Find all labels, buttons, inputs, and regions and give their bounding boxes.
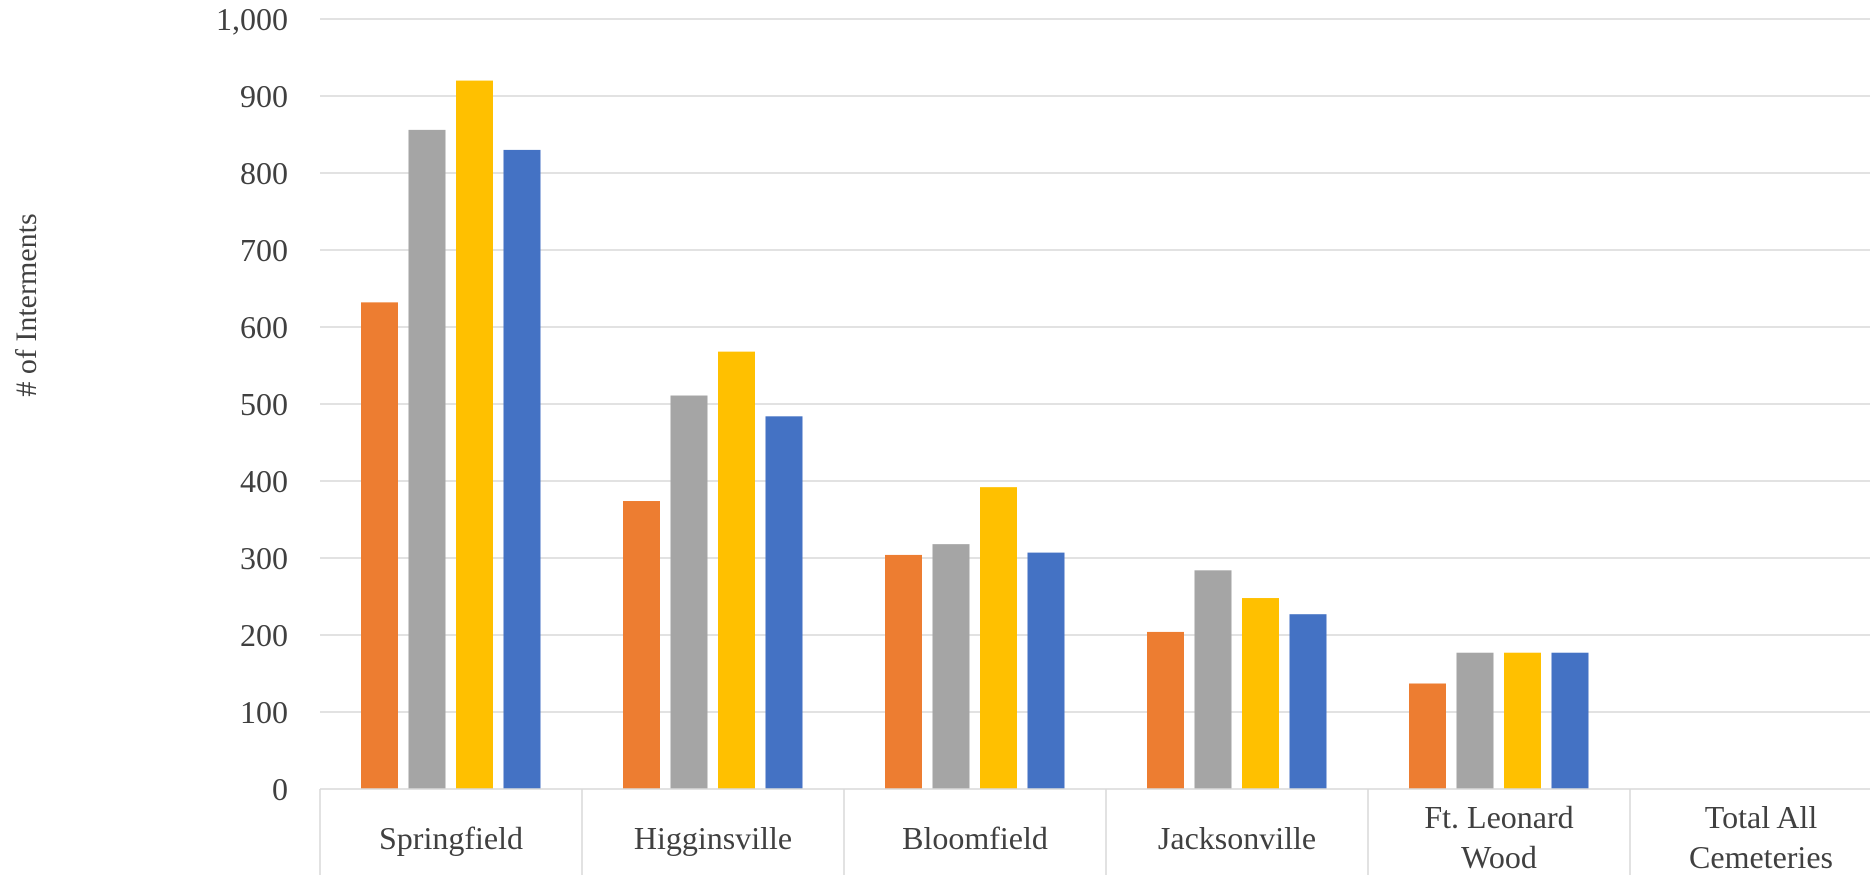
bar (503, 149, 541, 789)
bars (361, 80, 1589, 790)
bar (1242, 598, 1279, 789)
bar (765, 416, 803, 789)
bar (456, 80, 493, 790)
y-tick-label: 400 (240, 463, 288, 499)
bar (361, 302, 398, 789)
bar (408, 129, 446, 789)
bar (1504, 652, 1541, 789)
bar (1194, 570, 1232, 789)
bar (1147, 631, 1184, 789)
x-category-label: Higginsville (634, 820, 792, 856)
x-category-label: Total All Cemeteries (1689, 799, 1833, 875)
y-tick-label: 900 (240, 78, 288, 114)
y-tick-label: 100 (240, 694, 288, 730)
x-category-label: Bloomfield (902, 820, 1048, 856)
y-tick-label: 700 (240, 232, 288, 268)
y-tick-label: 0 (272, 771, 288, 807)
axes (319, 788, 1870, 875)
bar (1456, 652, 1494, 789)
y-tick-label: 800 (240, 155, 288, 191)
y-tick-label: 200 (240, 617, 288, 653)
y-tick-label: 300 (240, 540, 288, 576)
bar (1289, 614, 1327, 789)
y-axis-title: # of Interments (10, 213, 43, 396)
bar (932, 544, 970, 789)
gridlines (320, 18, 1870, 713)
bar (670, 395, 708, 789)
x-category-label: Springfield (379, 820, 523, 856)
bar (980, 487, 1017, 789)
bar (885, 554, 922, 789)
x-category-labels: Springfield Higginsville Bloomfield Jackson… (379, 799, 1833, 875)
bar (718, 351, 755, 789)
y-tick-label: 600 (240, 309, 288, 345)
y-tick-label: 1,000 (216, 1, 288, 37)
x-category-label: Ft. Leonard Wood (1424, 799, 1573, 875)
bar (623, 501, 660, 789)
bar (1027, 552, 1065, 789)
bar (1409, 683, 1446, 789)
y-tick-labels: 0 100 200 300 400 500 600 700 800 900 1,000 (216, 1, 288, 807)
x-category-label: Jacksonville (1158, 820, 1316, 856)
bar (1551, 652, 1589, 789)
y-tick-label: 500 (240, 386, 288, 422)
